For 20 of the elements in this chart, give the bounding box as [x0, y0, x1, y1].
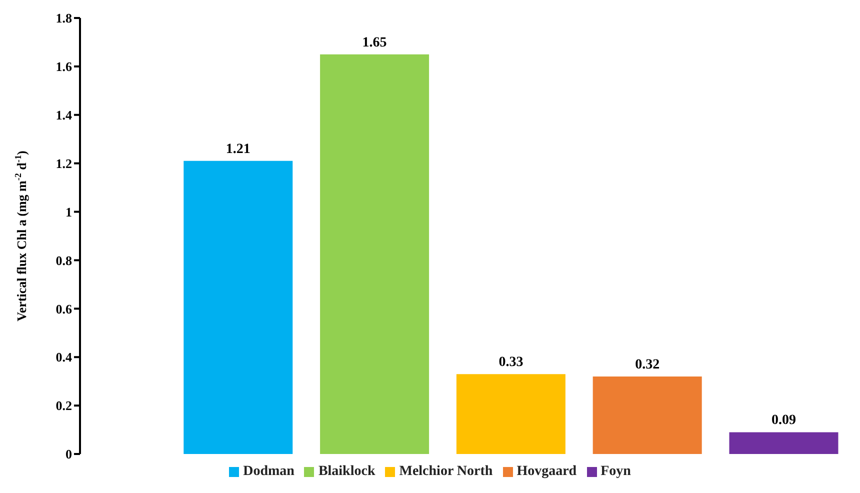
data-label: 0.33 — [498, 355, 524, 370]
y-tick-label: 0.6 — [56, 301, 72, 316]
legend-label: Dodman — [243, 464, 294, 479]
y-tick-label: 1.2 — [56, 156, 72, 171]
y-tick-label: 1.6 — [56, 59, 72, 74]
legend-label: Foyn — [600, 464, 631, 479]
data-label: 1.65 — [362, 35, 387, 50]
y-tick-label: 0.8 — [56, 252, 72, 268]
y-tick-label: 1 — [66, 204, 72, 220]
y-tick-label: 0.2 — [56, 398, 72, 414]
legend-label: Melchior North — [399, 464, 493, 479]
legend-label: Blaiklock — [318, 464, 376, 479]
y-tick-label: 0 — [66, 446, 72, 462]
data-label: 0.32 — [635, 357, 660, 372]
legend-label: Hovgaard — [516, 464, 577, 479]
data-label: 1.21 — [226, 142, 250, 157]
y-tick-label: 1.4 — [56, 108, 72, 123]
y-tick-label: 1.8 — [56, 10, 72, 26]
data-label: 0.09 — [771, 413, 796, 428]
y-tick-label: 0.4 — [56, 350, 72, 365]
